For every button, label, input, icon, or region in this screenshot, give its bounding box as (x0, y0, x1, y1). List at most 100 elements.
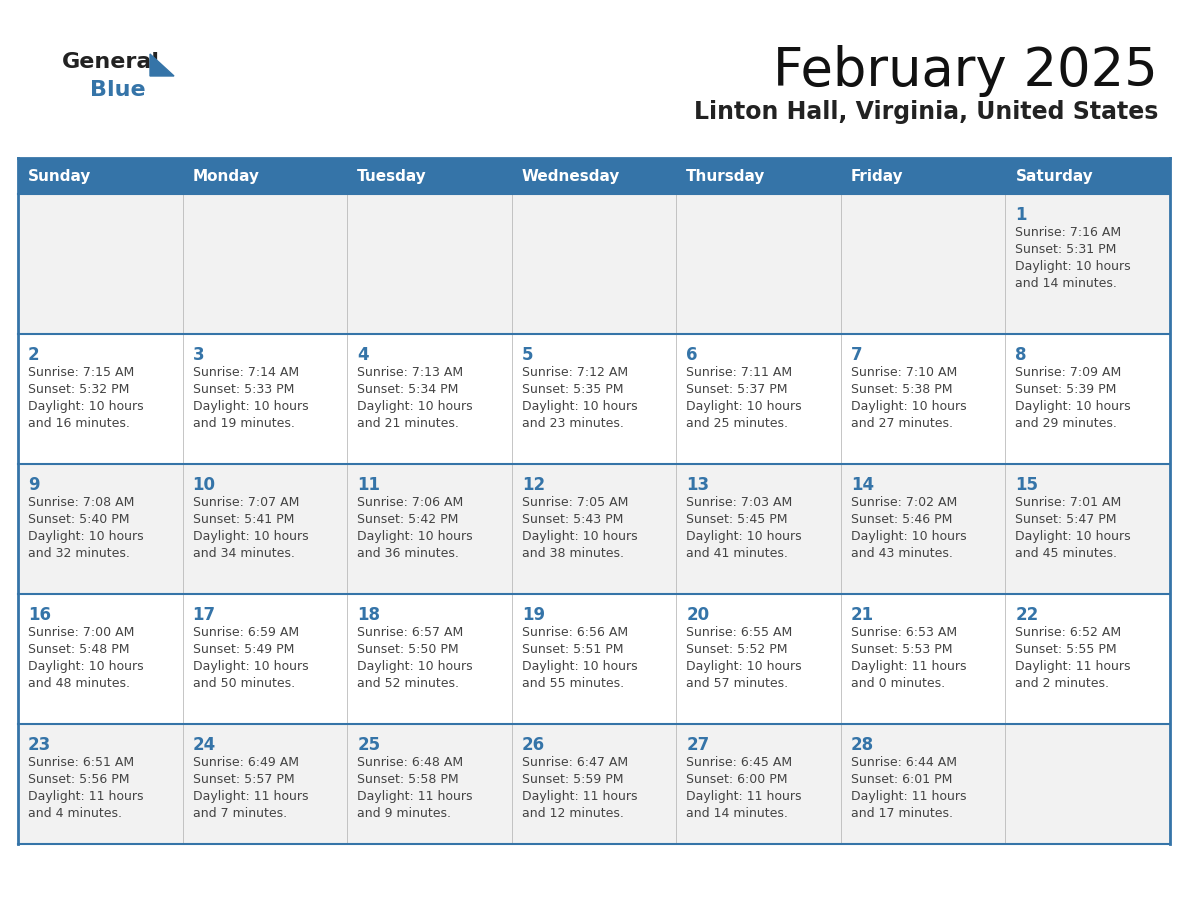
Text: Sunrise: 6:51 AM: Sunrise: 6:51 AM (29, 756, 134, 769)
Text: and 38 minutes.: and 38 minutes. (522, 547, 624, 560)
Text: Sunrise: 6:45 AM: Sunrise: 6:45 AM (687, 756, 792, 769)
Text: and 34 minutes.: and 34 minutes. (192, 547, 295, 560)
Text: Sunset: 5:40 PM: Sunset: 5:40 PM (29, 513, 129, 526)
Text: Daylight: 11 hours: Daylight: 11 hours (29, 790, 144, 803)
Text: Daylight: 10 hours: Daylight: 10 hours (522, 660, 637, 673)
Text: 23: 23 (29, 736, 51, 754)
Bar (18, 334, 1170, 464)
Polygon shape (150, 54, 173, 76)
Text: Daylight: 10 hours: Daylight: 10 hours (29, 400, 144, 413)
Text: and 4 minutes.: and 4 minutes. (29, 807, 122, 820)
Text: Daylight: 10 hours: Daylight: 10 hours (358, 530, 473, 543)
Text: Sunrise: 7:05 AM: Sunrise: 7:05 AM (522, 496, 628, 509)
Text: and 48 minutes.: and 48 minutes. (29, 677, 129, 690)
Text: 14: 14 (851, 476, 874, 494)
Text: Sunset: 5:34 PM: Sunset: 5:34 PM (358, 383, 459, 396)
Text: 8: 8 (1016, 346, 1026, 364)
Text: Sunrise: 6:56 AM: Sunrise: 6:56 AM (522, 626, 627, 639)
Text: and 52 minutes.: and 52 minutes. (358, 677, 459, 690)
Text: Linton Hall, Virginia, United States: Linton Hall, Virginia, United States (694, 100, 1158, 124)
Text: and 55 minutes.: and 55 minutes. (522, 677, 624, 690)
Text: Sunrise: 6:59 AM: Sunrise: 6:59 AM (192, 626, 298, 639)
Text: Sunrise: 6:48 AM: Sunrise: 6:48 AM (358, 756, 463, 769)
Text: and 45 minutes.: and 45 minutes. (1016, 547, 1118, 560)
Text: Daylight: 10 hours: Daylight: 10 hours (29, 660, 144, 673)
Text: Daylight: 10 hours: Daylight: 10 hours (358, 400, 473, 413)
Text: Daylight: 11 hours: Daylight: 11 hours (358, 790, 473, 803)
Text: and 29 minutes.: and 29 minutes. (1016, 417, 1117, 430)
Text: 10: 10 (192, 476, 215, 494)
Text: Daylight: 10 hours: Daylight: 10 hours (358, 660, 473, 673)
Text: and 21 minutes.: and 21 minutes. (358, 417, 459, 430)
Text: and 17 minutes.: and 17 minutes. (851, 807, 953, 820)
Bar (18, 724, 1170, 844)
Text: 7: 7 (851, 346, 862, 364)
Text: Sunset: 5:35 PM: Sunset: 5:35 PM (522, 383, 624, 396)
Text: 6: 6 (687, 346, 697, 364)
Text: 18: 18 (358, 606, 380, 624)
Bar (18, 464, 1170, 594)
Text: Sunset: 5:55 PM: Sunset: 5:55 PM (1016, 643, 1117, 656)
Text: Daylight: 10 hours: Daylight: 10 hours (192, 660, 308, 673)
Text: Sunrise: 6:53 AM: Sunrise: 6:53 AM (851, 626, 958, 639)
Text: Sunset: 5:37 PM: Sunset: 5:37 PM (687, 383, 788, 396)
Text: Daylight: 10 hours: Daylight: 10 hours (192, 530, 308, 543)
Text: Sunset: 5:50 PM: Sunset: 5:50 PM (358, 643, 459, 656)
Text: Daylight: 10 hours: Daylight: 10 hours (1016, 260, 1131, 273)
Bar (512, 158, 676, 194)
Text: General: General (62, 52, 160, 72)
Text: 5: 5 (522, 346, 533, 364)
Text: 22: 22 (1016, 606, 1038, 624)
Text: 16: 16 (29, 606, 51, 624)
Text: Daylight: 10 hours: Daylight: 10 hours (687, 400, 802, 413)
Text: Sunrise: 6:52 AM: Sunrise: 6:52 AM (1016, 626, 1121, 639)
Text: Daylight: 10 hours: Daylight: 10 hours (1016, 400, 1131, 413)
Text: Daylight: 11 hours: Daylight: 11 hours (687, 790, 802, 803)
Text: 4: 4 (358, 346, 368, 364)
Text: Sunset: 5:41 PM: Sunset: 5:41 PM (192, 513, 293, 526)
Bar (841, 158, 1005, 194)
Bar (18, 158, 183, 194)
Text: Sunrise: 7:01 AM: Sunrise: 7:01 AM (1016, 496, 1121, 509)
Text: and 12 minutes.: and 12 minutes. (522, 807, 624, 820)
Text: Sunset: 5:49 PM: Sunset: 5:49 PM (192, 643, 293, 656)
Text: Sunset: 6:00 PM: Sunset: 6:00 PM (687, 773, 788, 786)
Text: Sunset: 5:47 PM: Sunset: 5:47 PM (1016, 513, 1117, 526)
Text: and 14 minutes.: and 14 minutes. (1016, 277, 1117, 290)
Text: Blue: Blue (90, 80, 146, 100)
Text: Sunset: 5:32 PM: Sunset: 5:32 PM (29, 383, 129, 396)
Text: Sunrise: 6:44 AM: Sunrise: 6:44 AM (851, 756, 956, 769)
Text: Sunday: Sunday (29, 169, 91, 184)
Bar (183, 158, 347, 194)
Text: Sunrise: 7:03 AM: Sunrise: 7:03 AM (687, 496, 792, 509)
Text: and 23 minutes.: and 23 minutes. (522, 417, 624, 430)
Text: Daylight: 10 hours: Daylight: 10 hours (29, 530, 144, 543)
Text: 9: 9 (29, 476, 39, 494)
Text: Daylight: 10 hours: Daylight: 10 hours (687, 660, 802, 673)
Bar (347, 158, 512, 194)
Text: 26: 26 (522, 736, 545, 754)
Text: and 57 minutes.: and 57 minutes. (687, 677, 789, 690)
Text: Thursday: Thursday (687, 169, 765, 184)
Text: Daylight: 10 hours: Daylight: 10 hours (192, 400, 308, 413)
Text: Sunrise: 7:08 AM: Sunrise: 7:08 AM (29, 496, 134, 509)
Text: Sunrise: 7:15 AM: Sunrise: 7:15 AM (29, 366, 134, 379)
Text: Daylight: 11 hours: Daylight: 11 hours (1016, 660, 1131, 673)
Bar (1005, 158, 1170, 194)
Text: Daylight: 10 hours: Daylight: 10 hours (851, 400, 967, 413)
Text: Sunrise: 6:57 AM: Sunrise: 6:57 AM (358, 626, 463, 639)
Text: Daylight: 10 hours: Daylight: 10 hours (851, 530, 967, 543)
Text: Sunset: 5:59 PM: Sunset: 5:59 PM (522, 773, 624, 786)
Text: 17: 17 (192, 606, 216, 624)
Text: and 0 minutes.: and 0 minutes. (851, 677, 944, 690)
Text: Friday: Friday (851, 169, 904, 184)
Text: Sunrise: 7:07 AM: Sunrise: 7:07 AM (192, 496, 299, 509)
Text: Sunset: 5:38 PM: Sunset: 5:38 PM (851, 383, 953, 396)
Text: Sunrise: 7:16 AM: Sunrise: 7:16 AM (1016, 226, 1121, 239)
Text: February 2025: February 2025 (773, 45, 1158, 97)
Text: 25: 25 (358, 736, 380, 754)
Text: and 41 minutes.: and 41 minutes. (687, 547, 788, 560)
Text: and 25 minutes.: and 25 minutes. (687, 417, 789, 430)
Text: 28: 28 (851, 736, 874, 754)
Text: Sunset: 5:52 PM: Sunset: 5:52 PM (687, 643, 788, 656)
